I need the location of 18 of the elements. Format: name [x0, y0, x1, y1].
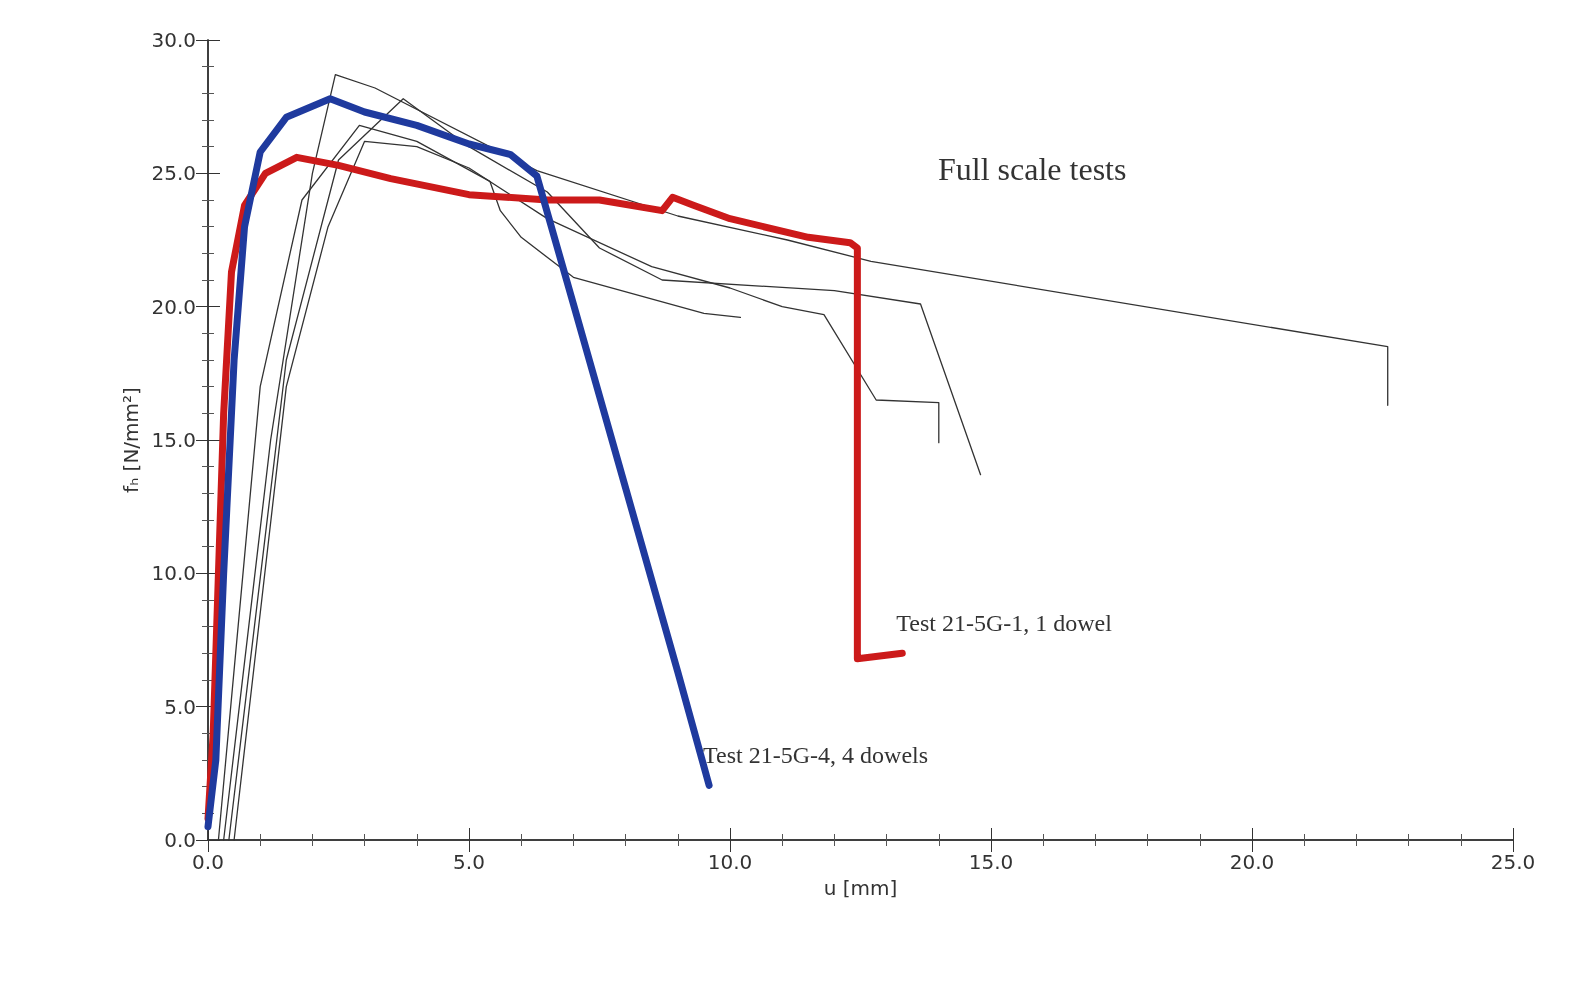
- y-tick-label: 10.0: [151, 561, 196, 586]
- x-tick-label: 0.0: [192, 850, 224, 874]
- x-tick-label: 10.0: [707, 850, 753, 874]
- x-tick-label: 15.0: [968, 850, 1014, 874]
- x-tick-label: 5.0: [453, 850, 485, 874]
- y-tick-label: 20.0: [151, 294, 196, 319]
- y-tick-label: 15.0: [151, 428, 196, 452]
- series-label: Test 21-5G-4, 4 dowels: [703, 742, 929, 769]
- y-tick-label: 0.0: [164, 828, 196, 852]
- y-tick-label: 5.0: [164, 694, 196, 719]
- x-tick-label: 25.0: [1490, 850, 1536, 874]
- annotation: Full scale tests: [938, 151, 1127, 187]
- x-axis-title: u [mm]: [823, 876, 898, 900]
- series-label: Test 21-5G-1, 1 dowel: [896, 610, 1113, 637]
- y-tick-label: 25.0: [151, 161, 196, 186]
- y-axis-title: fₕ [N/mm²]: [118, 387, 143, 493]
- x-tick-label: 20.0: [1229, 850, 1275, 874]
- y-tick-label: 30.0: [151, 28, 196, 52]
